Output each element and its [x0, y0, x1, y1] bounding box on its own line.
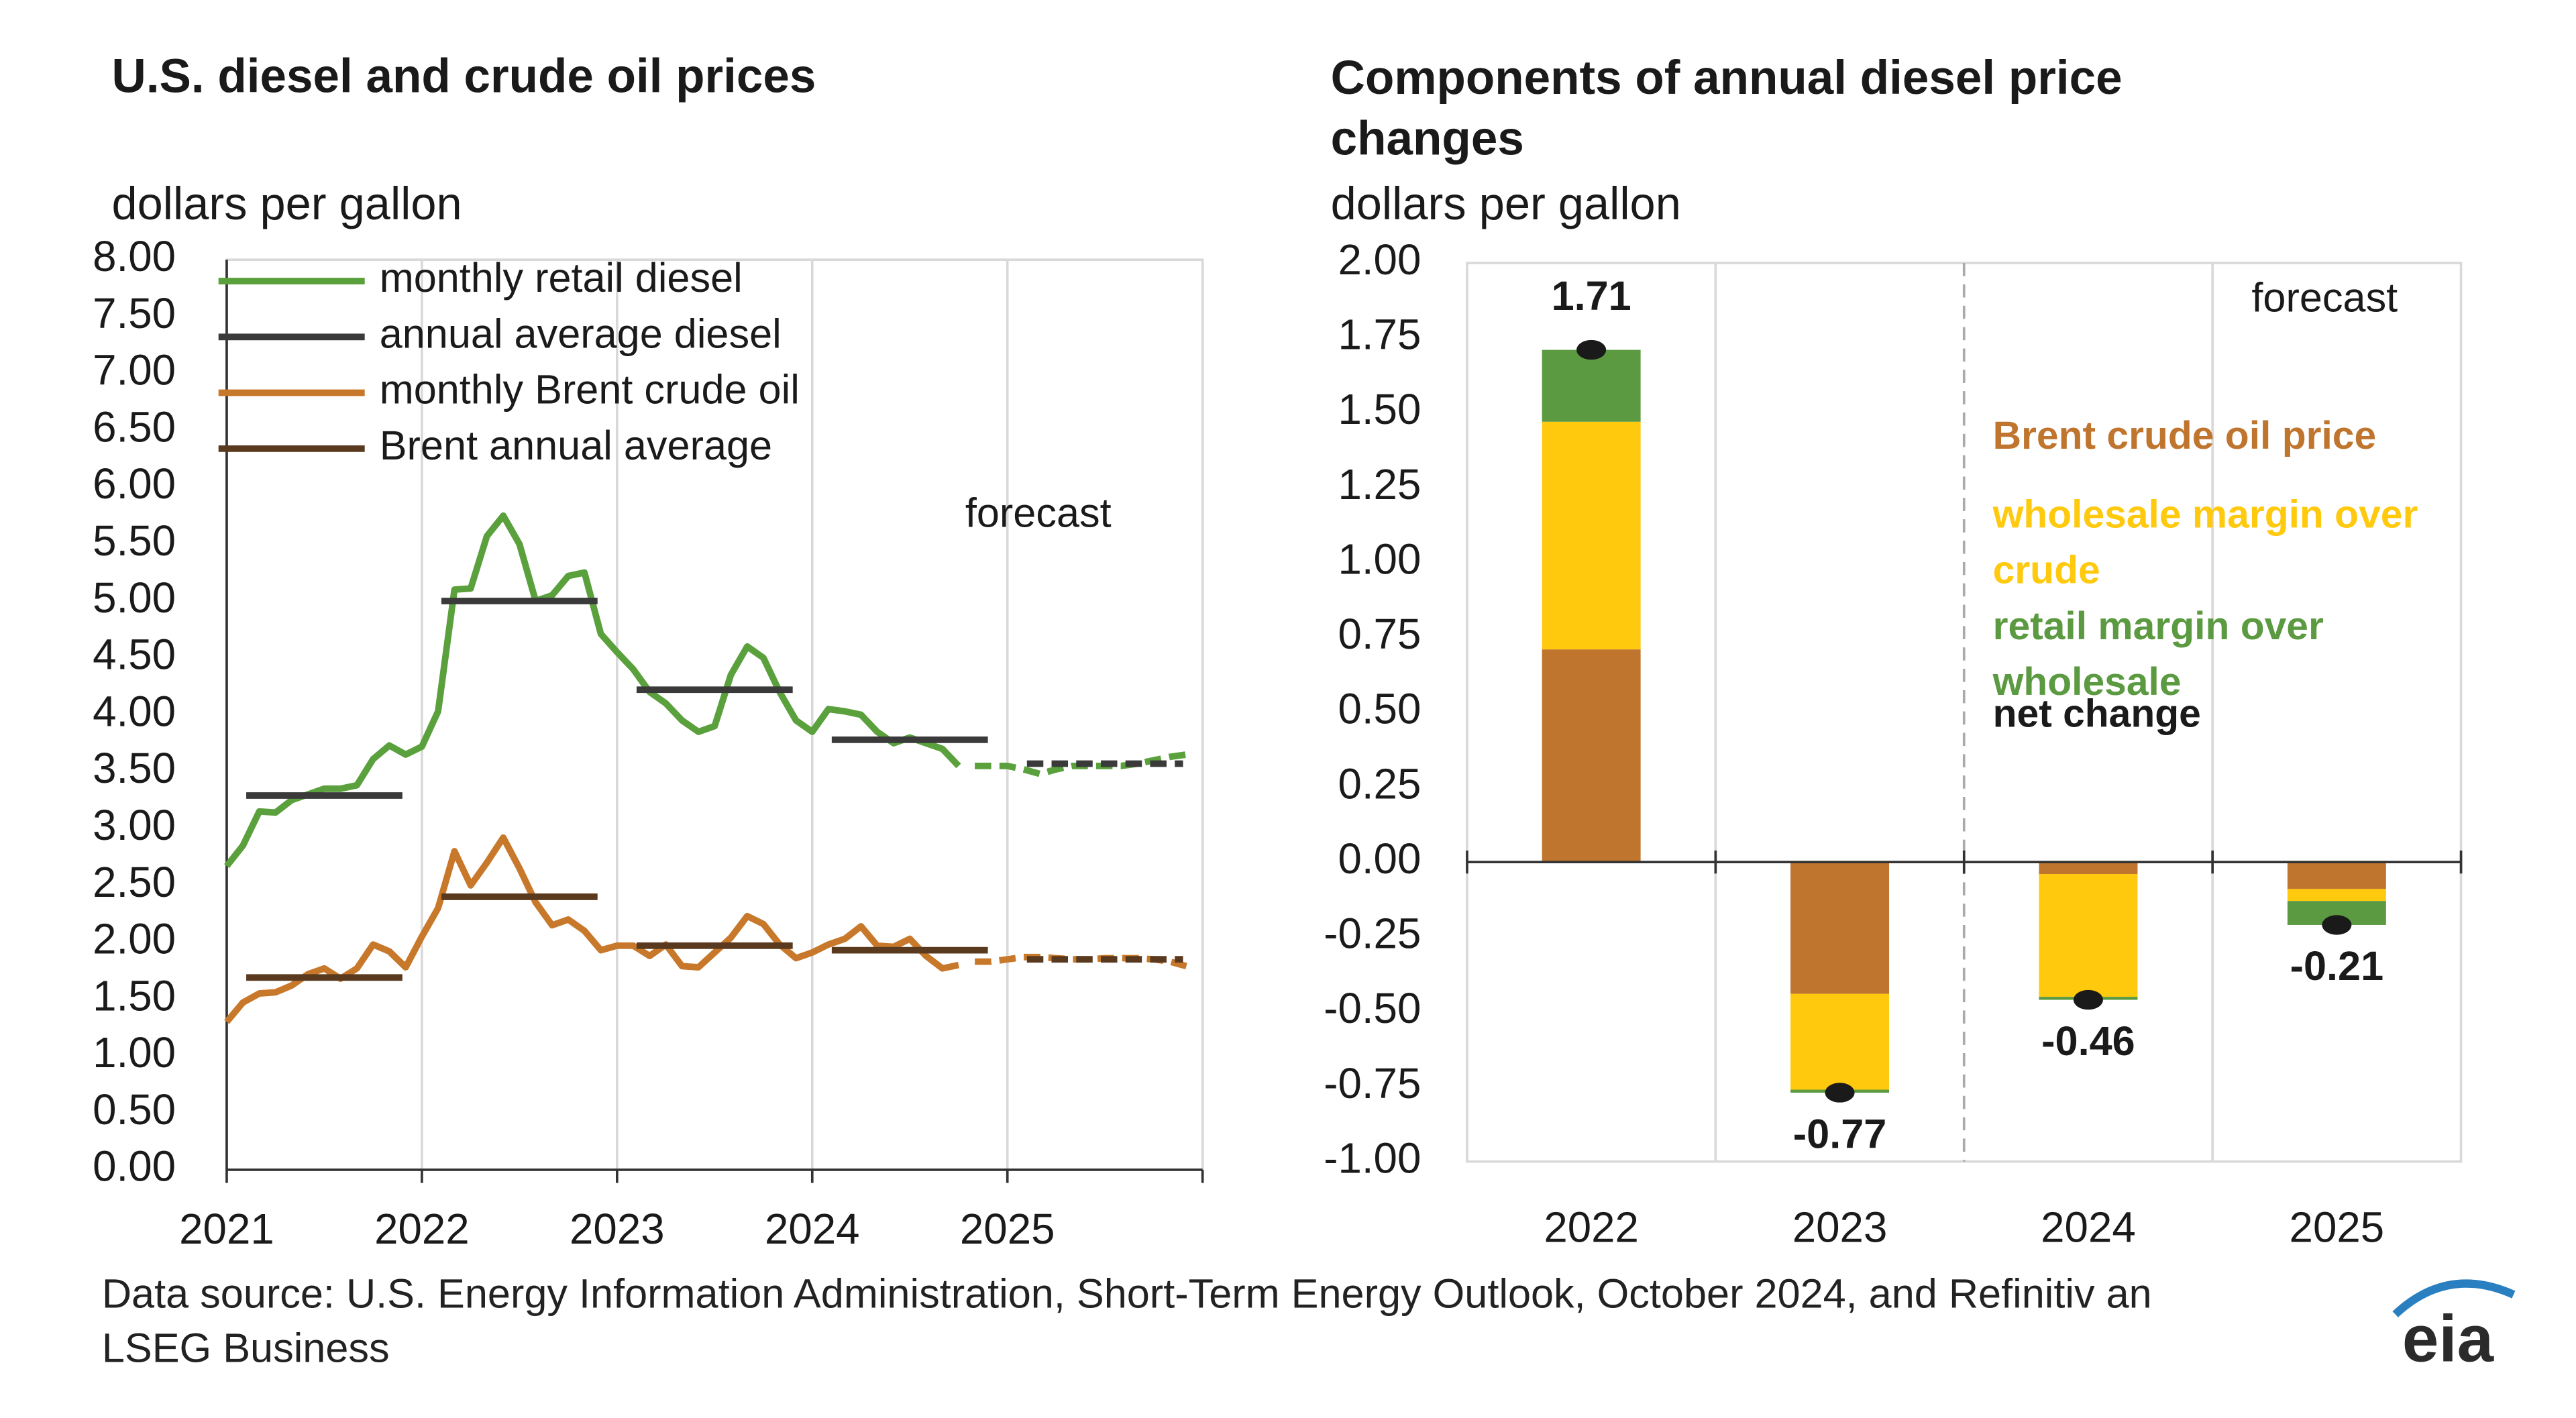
logo-arc — [2392, 1279, 2516, 1317]
bar-segment — [2039, 862, 2138, 875]
y-tick-label: 6.50 — [93, 403, 176, 451]
bar-segment — [1542, 349, 1641, 422]
chart-title-box: Components of annual diesel price change… — [1330, 52, 2123, 166]
x-tick-label: 2025 — [2290, 1203, 2385, 1251]
y-tick-label: 3.50 — [93, 745, 176, 792]
y-tick-label: 0.00 — [93, 1143, 176, 1191]
y-tick-label: -0.75 — [1324, 1060, 1421, 1107]
y-tick-label: -1.00 — [1324, 1135, 1421, 1183]
bar-segment — [1790, 862, 1890, 994]
legend-label: retail margin over wholesale — [1992, 604, 2324, 705]
bar-segment — [1542, 421, 1641, 650]
x-tick-label: 2024 — [765, 1205, 860, 1253]
net-change-point — [2073, 989, 2103, 1010]
y-tick-label: 2.50 — [93, 859, 176, 906]
logo: eia — [2402, 1301, 2495, 1375]
legend-label: monthly Brent crude oil — [380, 367, 800, 413]
net-change-label: 1.71 — [1552, 273, 1631, 319]
y-axis-unit: dollars per gallon — [112, 178, 462, 229]
legend-label-box: Brent crude oil price — [1992, 414, 2377, 459]
legend-label-box: retail margin over wholesale — [1992, 604, 2324, 705]
legend-label: wholesale margin over crude — [1992, 492, 2418, 594]
net-change-point — [1825, 1083, 1855, 1103]
net-change-point — [2322, 915, 2352, 935]
data-line — [224, 834, 959, 1024]
y-tick-label: 2.00 — [1338, 236, 1421, 284]
y-tick-label: 2.00 — [93, 916, 176, 963]
y-tick-label: 0.25 — [1338, 760, 1421, 808]
x-tick-label: 2025 — [960, 1205, 1055, 1253]
y-tick-label: 1.25 — [1338, 461, 1421, 508]
bar-segment — [2287, 889, 2386, 902]
y-tick-label: 8.00 — [93, 233, 176, 280]
bar-segment — [1790, 993, 1890, 1090]
y-tick-label: 5.50 — [93, 517, 176, 565]
y-tick-label: 1.00 — [1338, 535, 1421, 583]
net-change-point — [1576, 339, 1607, 360]
y-tick-label: 0.75 — [1338, 610, 1421, 658]
x-tick-label: 2024 — [2041, 1203, 2136, 1251]
x-tick-label: 2022 — [374, 1205, 470, 1253]
chart-title: Components of annual diesel price change… — [1330, 52, 2123, 166]
y-tick-label: 4.00 — [93, 688, 176, 735]
y-tick-label: 1.50 — [93, 972, 176, 1020]
y-tick-label: 3.00 — [93, 802, 176, 849]
x-tick-label: 2022 — [1544, 1203, 1639, 1251]
y-tick-label: 1.50 — [1338, 386, 1421, 433]
y-axis-unit: dollars per gallon — [1331, 178, 1681, 229]
legend-label: Brent crude oil price — [1992, 414, 2377, 459]
y-tick-label: 0.00 — [1338, 835, 1421, 883]
y-tick-label: 7.00 — [93, 347, 176, 394]
bar-segment — [2039, 874, 2138, 997]
net-change-label: -0.46 — [2041, 1018, 2135, 1064]
legend-label: net change — [1993, 692, 2201, 736]
legend-label: annual average diesel — [380, 311, 782, 356]
y-tick-label: 6.00 — [93, 460, 176, 508]
y-tick-label: -0.25 — [1324, 910, 1421, 958]
legend-label: monthly retail diesel — [380, 255, 743, 301]
bar-segment — [2287, 862, 2386, 889]
chart-title-box: U.S. diesel and crude oil prices — [111, 51, 816, 104]
y-tick-label: 0.50 — [1338, 686, 1421, 733]
legend-label-box: wholesale margin over crude — [1992, 492, 2418, 594]
net-change-label: -0.21 — [2290, 943, 2384, 989]
bar-segment — [1542, 649, 1641, 863]
y-tick-label: 7.50 — [93, 290, 176, 337]
y-tick-label: 5.00 — [93, 574, 176, 622]
y-tick-label: 1.75 — [1338, 311, 1421, 359]
y-tick-label: -0.50 — [1324, 985, 1421, 1032]
y-tick-label: 1.00 — [93, 1029, 176, 1077]
source-note: Data source: U.S. Energy Information Adm… — [101, 1271, 2152, 1372]
y-tick-label: 4.50 — [93, 631, 176, 679]
x-tick-label: 2023 — [1792, 1203, 1888, 1251]
y-tick-label: 0.50 — [93, 1086, 176, 1134]
x-tick-label: 2021 — [179, 1205, 274, 1253]
source-box: Data source: U.S. Energy Information Adm… — [101, 1271, 2152, 1372]
net-change-label: -0.77 — [1793, 1111, 1887, 1156]
chart-title: U.S. diesel and crude oil prices — [111, 51, 816, 104]
data-line — [224, 512, 961, 869]
forecast-label: forecast — [965, 490, 1112, 535]
x-tick-label: 2023 — [570, 1205, 665, 1253]
forecast-label: forecast — [2251, 275, 2398, 321]
legend-label: Brent annual average — [380, 423, 772, 468]
